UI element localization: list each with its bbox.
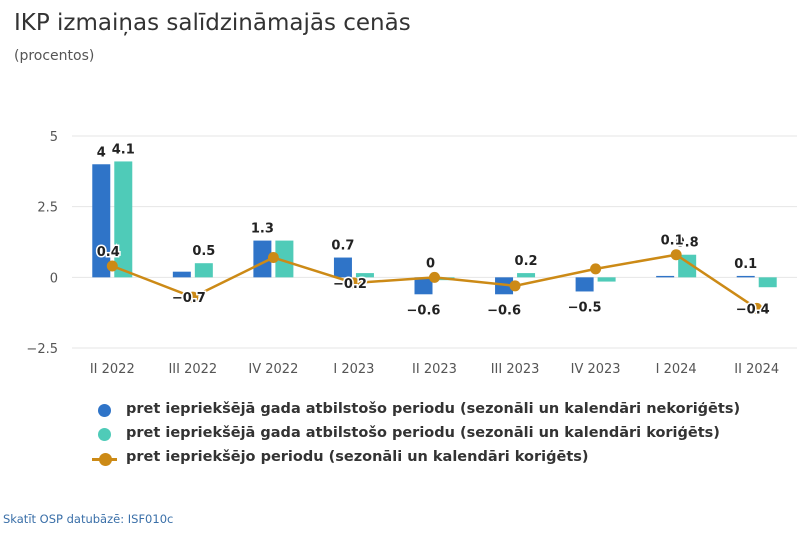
line-series [106, 249, 763, 314]
line-point-series-3 [429, 271, 440, 283]
data-label: −0.2 [333, 277, 367, 292]
bar-series-2 [194, 263, 213, 278]
x-tick-label: IV 2022 [248, 362, 298, 377]
data-label: −0.6 [407, 303, 441, 318]
line-point-series-3 [590, 263, 602, 275]
y-tick-label: 5 [50, 130, 58, 145]
bar-series-1 [253, 240, 272, 278]
bars [92, 161, 777, 295]
bar-series-1 [575, 277, 594, 292]
y-axis: 5 2.5 0 −2.5 [26, 130, 58, 357]
data-label: 0.8 [676, 236, 699, 251]
line-point-series-3 [348, 277, 360, 289]
legend-label-series-2: pret iepriekšējā gada atbilstošo periodu… [126, 425, 720, 441]
data-label: 4 [97, 145, 106, 160]
bar-series-2 [275, 240, 294, 278]
x-tick-label: II 2023 [412, 362, 457, 377]
line-point-series-3 [267, 252, 279, 264]
grid-lines [72, 135, 797, 349]
x-axis: II 2022 III 2022 IV 2022 I 2023 II 2023 III 2… [90, 362, 779, 377]
data-label: 0.5 [192, 244, 215, 259]
credits-link[interactable]: Skatīt OSP datubāzē: ISF010c [3, 512, 174, 526]
data-label: 1.3 [251, 222, 274, 237]
data-label: −0.6 [487, 303, 521, 318]
bar-series-2 [517, 273, 536, 278]
line-point-series-3 [509, 280, 521, 292]
line-point-series-3 [106, 260, 118, 272]
line-point-series-3 [670, 249, 682, 261]
bar-series-1 [172, 271, 191, 278]
y-tick-label: 2.5 [37, 201, 58, 216]
line-point-series-3 [187, 291, 199, 303]
bar-series-1 [736, 275, 755, 278]
bar-series-1 [92, 164, 111, 278]
x-tick-label: III 2022 [168, 362, 217, 377]
gdp-chart: 52.50−2.5 II 2022 III 2022 IV 2022 I 2023 II… [26, 130, 797, 377]
bar-series-1 [414, 277, 433, 295]
legend-marker-series-1 [98, 404, 111, 417]
x-tick-label: I 2023 [333, 362, 374, 377]
y-tick-label: −2.5 [26, 342, 58, 357]
bar-series-2 [114, 161, 133, 278]
bar-series-1 [656, 275, 675, 278]
chart-subtitle: (procentos) [14, 48, 95, 64]
x-tick-label: II 2024 [734, 362, 779, 377]
data-label: 0.1 [661, 234, 684, 249]
y-tick-label: 0 [50, 271, 58, 286]
data-label: 4.1 [112, 142, 135, 157]
chart-title: IKP izmaiņas salīdzināmajās cenās [14, 10, 411, 36]
data-label: 0 [426, 256, 435, 271]
line-point-series-3 [751, 302, 763, 314]
bar-series-2 [758, 277, 777, 288]
legend-marker-series-3 [99, 453, 112, 466]
x-tick-label: III 2023 [491, 362, 540, 377]
x-tick-label: IV 2023 [571, 362, 621, 377]
data-label: −0.7 [172, 291, 206, 306]
bar-series-2 [597, 277, 616, 282]
data-label: 0.7 [331, 239, 354, 254]
data-label: 0.1 [734, 257, 757, 272]
legend-label-series-3: pret iepriekšējo periodu (sezonāli un ka… [126, 449, 589, 465]
data-label: 0.4 [97, 245, 120, 260]
x-tick-label: I 2024 [656, 362, 697, 377]
data-label: −0.5 [568, 300, 602, 315]
data-label: 0.2 [515, 254, 538, 269]
data-label: −0.4 [736, 302, 770, 317]
legend-label-series-1: pret iepriekšējā gada atbilstošo periodu… [126, 401, 741, 417]
data-labels: 4 1.3 0.7 −0.6 −0.6 −0.5 0.1 4.1 0.5 0.2 0.8 0.4 −0.… [95, 141, 771, 320]
bar-series-2 [355, 273, 374, 278]
x-tick-label: II 2022 [90, 362, 135, 377]
bar-series-1 [333, 257, 352, 278]
legend-marker-series-2 [98, 428, 111, 441]
